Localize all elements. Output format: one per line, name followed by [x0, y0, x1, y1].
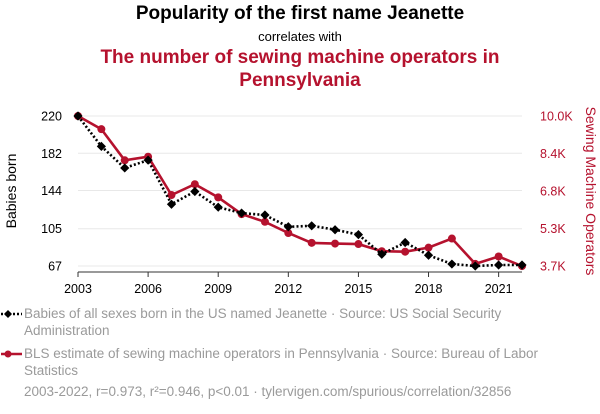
data-point-jeanette [283, 222, 293, 232]
data-point-jeanette [353, 230, 364, 240]
y-axis-right-title: Sewing Machine Operators [583, 107, 599, 276]
x-tick-label: 2021 [485, 282, 513, 296]
chart-title: Popularity of the first name Jeanette [135, 3, 465, 24]
data-point-jeanette [494, 260, 504, 270]
data-point-jeanette [143, 155, 153, 165]
y-tick-right-label: 3.7K [540, 260, 566, 274]
x-tick-label: 2003 [64, 282, 92, 296]
footer-stats: 2003-2022, r=0.973, r²=0.946, p<0.01 · t… [24, 384, 512, 399]
data-point-sewing-operators [190, 180, 199, 189]
x-tick-label: 2015 [345, 282, 373, 296]
data-point-sewing-operators [401, 247, 410, 256]
data-point-jeanette [236, 208, 247, 218]
y-tick-left-label: 67 [48, 260, 62, 274]
data-point-jeanette [400, 237, 410, 248]
y-axis-left-title: Babies born [3, 154, 19, 229]
data-point-sewing-operators [447, 234, 456, 243]
data-point-sewing-operators [120, 156, 129, 165]
legend-label-jeanette: Babies of all sexes born in the US named… [24, 306, 502, 338]
data-point-jeanette [96, 141, 106, 151]
grid-lines [78, 115, 522, 267]
y-tick-left-label: 144 [41, 184, 62, 198]
data-point-sewing-operators [214, 193, 223, 202]
data-point-jeanette [377, 249, 387, 259]
data-point-jeanette [260, 210, 270, 220]
x-tick-label: 2018 [415, 282, 443, 296]
data-point-jeanette [73, 111, 83, 121]
x-tick-label: 2009 [204, 282, 232, 296]
data-point-sewing-operators [354, 240, 363, 249]
series-layer [73, 111, 527, 271]
y-tick-left-label: 182 [41, 147, 62, 161]
legend-item-jeanette: Babies of all sexes born in the US named… [0, 305, 600, 345]
data-point-jeanette [517, 260, 527, 270]
legend-item-sewing: BLS estimate of sewing machine operators… [0, 345, 600, 385]
data-point-jeanette [213, 202, 223, 212]
data-point-jeanette [470, 261, 480, 271]
data-point-sewing-operators [307, 238, 316, 247]
data-point-sewing-operators [97, 125, 106, 134]
y-tick-right-label: 8.4K [540, 147, 566, 161]
x-tick-label: 2012 [274, 282, 302, 296]
data-point-jeanette [166, 199, 177, 209]
x-tick-label: 2006 [134, 282, 162, 296]
data-point-sewing-operators [167, 190, 176, 199]
legend-line-circle-icon [1, 350, 22, 358]
data-point-sewing-operators [260, 217, 269, 226]
data-point-jeanette [307, 221, 317, 231]
y-tick-right-label: 5.3K [540, 222, 566, 236]
data-point-jeanette [190, 186, 200, 197]
data-point-jeanette [423, 250, 434, 260]
chart-subtitle: The number of sewing machine operators i… [100, 47, 500, 91]
axes: 220 182 144 105 67 10.0K 8.4K 6.8K 5.3K 3.7K 2003 2… [3, 107, 599, 296]
data-point-sewing-operators [284, 229, 293, 238]
data-point-sewing-operators [494, 252, 503, 261]
legend-dotted-diamond-icon [1, 310, 22, 318]
data-point-jeanette [120, 163, 130, 173]
y-tick-right-label: 10.0K [540, 110, 573, 124]
data-point-sewing-operators [424, 243, 433, 252]
data-point-jeanette [447, 259, 457, 269]
y-tick-left-label: 105 [41, 222, 62, 236]
correlates-with-label: correlates with [258, 29, 342, 44]
legend-label-sewing: BLS estimate of sewing machine operators… [24, 346, 539, 378]
series-line-sewing-operators [77, 114, 523, 268]
y-tick-right-label: 6.8K [540, 184, 566, 198]
y-tick-left-label: 220 [41, 110, 62, 124]
data-point-jeanette [330, 225, 340, 235]
data-point-sewing-operators [331, 239, 340, 248]
dual-axis-line-chart: 220 182 144 105 67 10.0K 8.4K 6.8K 5.3K 3.7K 2003 2… [3, 107, 599, 296]
